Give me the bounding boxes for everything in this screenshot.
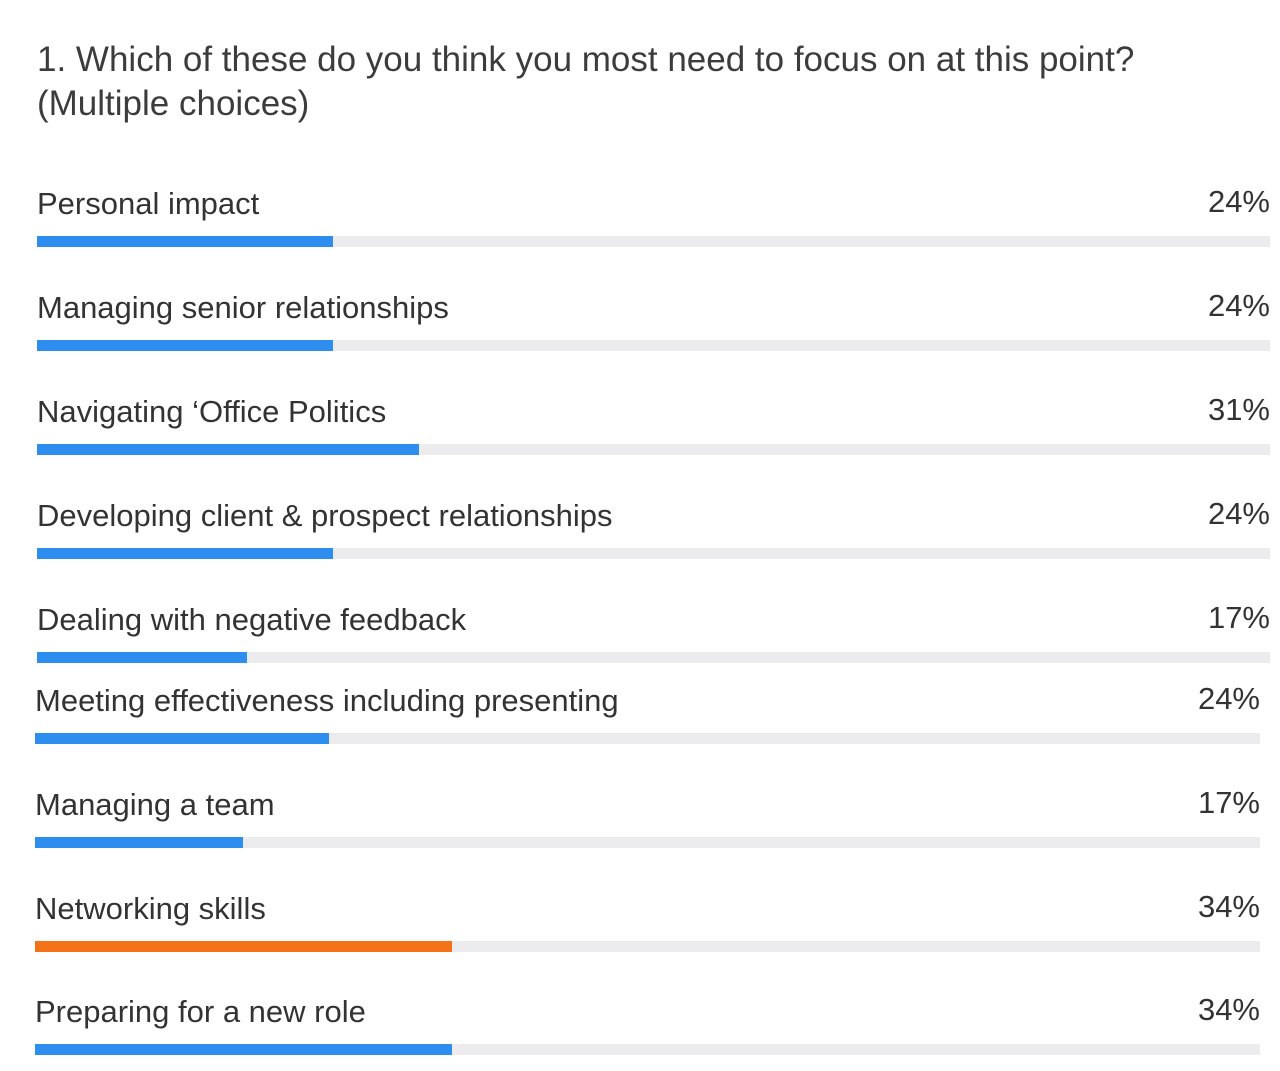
result-bar-fill [37, 340, 333, 351]
result-bar-fill [37, 444, 420, 455]
option-percent: 31% [1207, 392, 1270, 427]
result-bar-fill [37, 652, 247, 663]
question-text: 1. Which of these do you think you most … [37, 40, 1135, 79]
option-label: Networking skills [35, 891, 266, 926]
result-bar-fill [35, 837, 244, 848]
poll-option[interactable]: Meeting effectiveness including presenti… [35, 681, 1260, 753]
poll-option[interactable]: Personal impact 24% [37, 184, 1270, 256]
poll-option[interactable]: Dealing with negative feedback 17% [37, 600, 1270, 672]
option-label: Preparing for a new role [35, 994, 366, 1029]
result-bar-fill [35, 941, 452, 952]
option-label: Dealing with negative feedback [37, 602, 467, 637]
result-bar-track [37, 652, 1270, 663]
option-percent: 24% [1207, 496, 1270, 531]
option-percent: 17% [1207, 600, 1270, 635]
poll-option[interactable]: Managing a team 17% [35, 785, 1260, 857]
poll-option[interactable]: Navigating ‘Office Politics 31% [37, 392, 1270, 464]
result-bar-track [37, 444, 1270, 455]
result-bar-track [35, 837, 1260, 848]
poll-option[interactable]: Preparing for a new role 34% [35, 992, 1260, 1064]
result-bar-fill [35, 1044, 452, 1055]
result-bar-track [35, 1044, 1260, 1055]
result-bar-track [37, 548, 1270, 559]
option-label: Managing senior relationships [37, 290, 449, 325]
option-percent: 17% [1197, 785, 1260, 820]
question-subtext: (Multiple choices) [37, 84, 310, 123]
poll-option[interactable]: Managing senior relationships 24% [37, 288, 1270, 360]
option-percent: 24% [1207, 288, 1270, 323]
option-percent: 34% [1197, 992, 1260, 1027]
option-label: Developing client & prospect relationshi… [37, 498, 613, 533]
option-percent: 24% [1197, 681, 1260, 716]
result-bar-fill [37, 236, 333, 247]
option-percent: 34% [1197, 889, 1260, 924]
result-bar-fill [37, 548, 333, 559]
result-bar-track [37, 236, 1270, 247]
option-label: Personal impact [37, 186, 260, 221]
option-percent: 24% [1207, 184, 1270, 219]
result-bar-track [35, 941, 1260, 952]
option-label: Managing a team [35, 787, 275, 822]
result-bar-track [37, 340, 1270, 351]
poll-option[interactable]: Networking skills 34% [35, 889, 1260, 961]
poll-option[interactable]: Developing client & prospect relationshi… [37, 496, 1270, 568]
result-bar-track [35, 733, 1260, 744]
option-label: Meeting effectiveness including presenti… [35, 683, 619, 718]
poll-question: 1. Which of these do you think you most … [37, 38, 1257, 126]
option-label: Navigating ‘Office Politics [37, 394, 387, 429]
result-bar-fill [35, 733, 329, 744]
